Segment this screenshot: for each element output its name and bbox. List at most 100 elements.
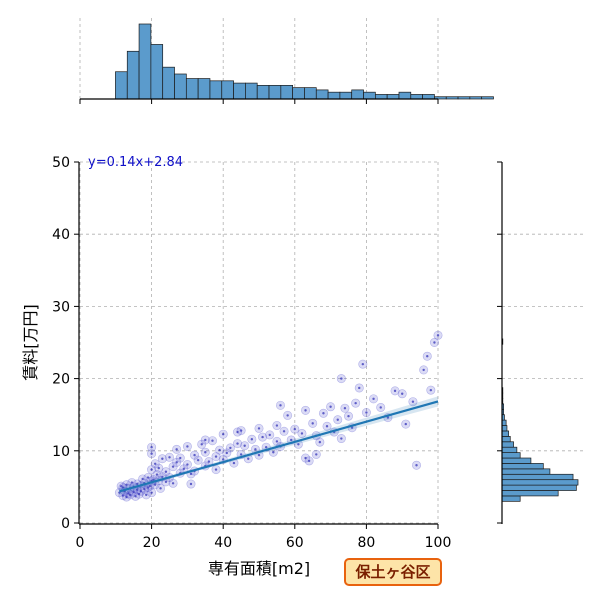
- scatter-point-core: [358, 386, 361, 390]
- scatter-point-core: [250, 438, 254, 441]
- scatter-point-core: [254, 448, 257, 451]
- hist-x-bar: [280, 85, 294, 100]
- hist-y-bar: [501, 473, 574, 481]
- scatter-point-core: [186, 445, 189, 448]
- y-axis-label: 賃料[万円]: [21, 304, 40, 381]
- hist-x-bar: [481, 96, 494, 100]
- hist-y-bar: [501, 457, 532, 464]
- scatter-point-core: [179, 456, 182, 460]
- hist-x-bar: [339, 91, 353, 100]
- hist-y-bar: [501, 495, 521, 502]
- hist-x-bar: [209, 80, 223, 100]
- scatter-point-core: [145, 493, 148, 497]
- scatter-point-core: [436, 334, 440, 337]
- scatter-point-core: [372, 397, 375, 401]
- hist-x-bar: [386, 94, 400, 100]
- x-tick-label: 100: [425, 535, 452, 551]
- scatter-point-core: [361, 362, 365, 366]
- scatter-point-core: [268, 433, 271, 437]
- scatter-point-core: [161, 457, 164, 460]
- scatter-point-core: [415, 464, 418, 467]
- hist-y-bar: [501, 419, 507, 426]
- scatter-point-core: [300, 432, 304, 435]
- scatter-point-core: [304, 456, 307, 460]
- scatter-point-core: [257, 427, 261, 430]
- scatter-point-core: [159, 487, 162, 490]
- scatter-point-core: [315, 453, 318, 456]
- scatter-point-core: [336, 418, 339, 421]
- hist-x-bar: [398, 91, 412, 100]
- hist-y-bar: [501, 479, 579, 486]
- regression-line: [119, 400, 439, 493]
- scatter-point-core: [275, 424, 279, 427]
- hist-x-bar: [221, 80, 234, 100]
- hist-y-bar: [501, 425, 508, 432]
- hist-x-bar: [327, 91, 341, 100]
- y-tick-label: 20: [52, 372, 70, 388]
- scatter-point-core: [297, 443, 300, 446]
- scatter-point-core: [340, 377, 343, 380]
- hist-y-bar: [501, 436, 511, 443]
- hist-y-bar: [501, 490, 559, 497]
- scatter-point-core: [182, 467, 186, 471]
- scatter-point-core: [150, 445, 153, 449]
- hist-x-bar: [351, 89, 364, 100]
- scatter-point-core: [152, 478, 155, 481]
- y-tick-label: 10: [52, 444, 70, 460]
- scatter-point-core: [139, 490, 143, 493]
- scatter-point-core: [411, 400, 415, 403]
- scatter-point-core: [239, 429, 243, 432]
- scatter-point-core: [232, 461, 236, 465]
- hist-x-bar: [457, 96, 471, 100]
- scatter-point-core: [354, 401, 357, 405]
- scatter-point-core: [222, 458, 225, 461]
- scatter-point-core: [150, 468, 153, 471]
- scatter-point-core: [175, 448, 178, 451]
- scatter-point-core: [136, 482, 139, 486]
- scatter-point-core: [393, 389, 397, 393]
- hist-y-bar: [501, 484, 577, 491]
- x-tick-label: 80: [357, 535, 375, 551]
- scatter-point-core: [153, 462, 157, 465]
- hist-x-bar: [315, 89, 329, 100]
- scatter-point-core: [293, 427, 296, 431]
- hist-x-bar: [422, 94, 435, 100]
- scatter-point-core: [429, 388, 433, 392]
- scatter-point-core: [422, 368, 425, 372]
- scatter-point-core: [214, 468, 218, 471]
- hist-y-bar: [501, 446, 518, 453]
- scatter-point-core: [150, 452, 153, 455]
- scatter-point-core: [279, 404, 282, 407]
- scatter-point-core: [222, 432, 225, 436]
- x-tick-label: 20: [143, 535, 161, 551]
- hist-y-bar: [501, 463, 544, 470]
- scatter-point-core: [404, 422, 407, 426]
- hist-x-bar: [268, 85, 282, 100]
- scatter-point-core: [239, 453, 243, 456]
- hist-y-bar: [501, 452, 521, 459]
- regression-equation: y=0.14x+2.84: [88, 155, 183, 170]
- scatter-point-core: [121, 494, 125, 497]
- scatter-point-core: [275, 440, 279, 443]
- y-tick-label: 50: [52, 155, 70, 171]
- scatter-point-core: [247, 457, 250, 460]
- scatter-point-core: [125, 483, 128, 486]
- scatter-point-core: [175, 461, 178, 464]
- scatter-point-core: [148, 484, 152, 488]
- hist-x-bar: [304, 87, 317, 100]
- scatter-point-core: [350, 426, 354, 429]
- scatter-point-core: [204, 451, 207, 454]
- scatter-point-core: [311, 422, 314, 425]
- scatter-point-core: [347, 414, 350, 418]
- scatter-point-core: [207, 460, 211, 463]
- hist-x-bar: [150, 44, 164, 100]
- hist-x-bar: [245, 82, 258, 100]
- scatter-point-core: [141, 477, 144, 481]
- hist-x-bar: [162, 66, 175, 100]
- y-tick-label: 30: [52, 299, 70, 315]
- scatter-point-core: [150, 491, 153, 494]
- scatter-point-core: [132, 490, 135, 494]
- scatter-point-core: [189, 472, 193, 476]
- scatter-point-core: [161, 475, 164, 478]
- hist-x-bar: [115, 71, 128, 100]
